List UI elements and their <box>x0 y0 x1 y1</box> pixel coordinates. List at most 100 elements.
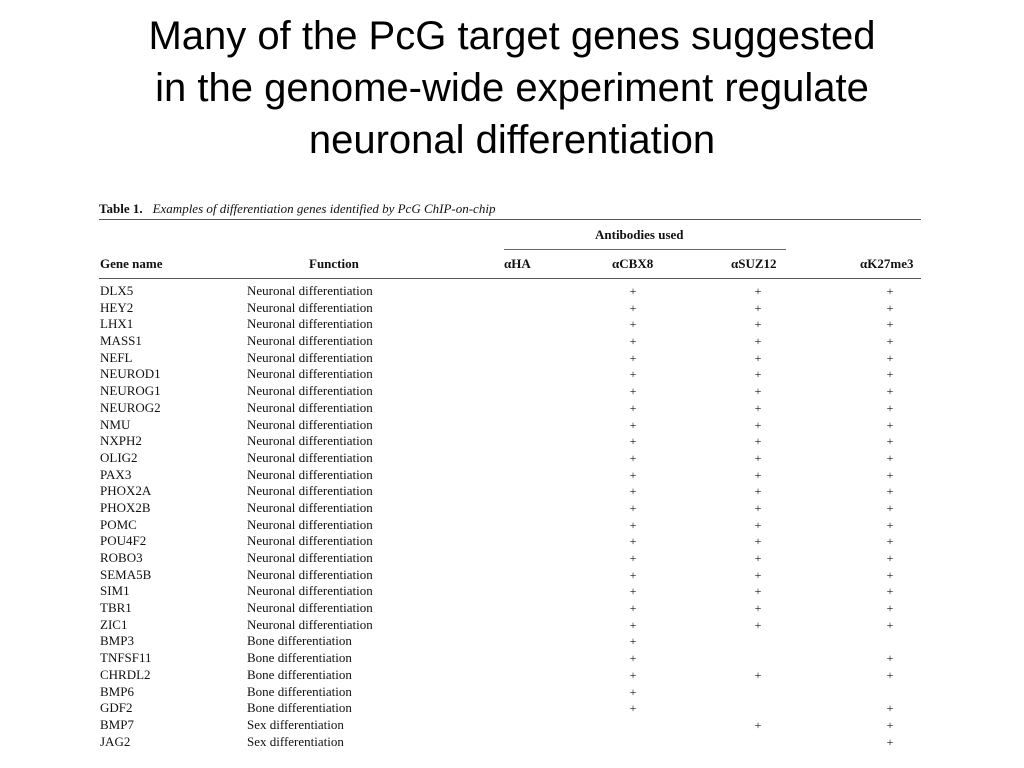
suz12-cell: + <box>754 350 762 365</box>
slide-title-line: in the genome-wide experiment regulate <box>155 66 869 110</box>
k27me3-cell: + <box>886 551 894 565</box>
gene-name-cell: BMP6 <box>100 683 134 699</box>
column-header-k27me3: αK27me3 <box>860 256 914 271</box>
k27me3-cell: + <box>886 450 894 465</box>
k27me3-cell: + <box>886 350 894 365</box>
table-row: POMC Neuronal differentiation + + + <box>99 517 921 534</box>
cbx8-cell: + <box>629 617 637 632</box>
gene-name-cell: SIM1 <box>100 583 130 599</box>
column-header-cbx8: αCBX8 <box>612 256 654 271</box>
k27me3-cell: + <box>886 601 894 616</box>
antibodies-group-header: Antibodies used <box>595 227 684 242</box>
suz12-cell: + <box>754 567 762 582</box>
suz12-cell: + <box>754 317 762 332</box>
column-header-suz12: αSUZ12 <box>731 256 777 271</box>
function-cell: Neuronal differentiation <box>247 466 373 482</box>
gene-name-cell: ZIC1 <box>100 616 128 632</box>
function-cell: Neuronal differentiation <box>247 416 373 432</box>
gene-name-cell: NMU <box>100 416 131 432</box>
function-cell: Neuronal differentiation <box>247 449 373 465</box>
suz12-cell: + <box>754 450 762 465</box>
gene-name-cell: ROBO3 <box>100 550 143 565</box>
function-cell: Bone differentiation <box>247 666 352 682</box>
table-row: ZIC1 Neuronal differentiation + + + <box>99 617 921 634</box>
table-row: CHRDL2 Bone differentiation + + + <box>99 667 921 684</box>
k27me3-cell: + <box>886 651 894 666</box>
gene-name-cell: NEUROD1 <box>100 366 161 382</box>
table-row: NXPH2 Neuronal differentiation + + + <box>99 433 921 450</box>
gene-name-cell: PHOX2B <box>100 499 151 515</box>
column-header-function: Function <box>309 256 359 271</box>
function-cell: Bone differentiation <box>247 700 352 716</box>
function-cell: Neuronal differentiation <box>247 349 373 365</box>
table-row: MASS1 Neuronal differentiation + + + <box>99 333 921 350</box>
gene-name-cell: OLIG2 <box>100 449 138 465</box>
table-row: BMP6 Bone differentiation + <box>99 684 921 701</box>
suz12-cell: + <box>754 284 762 298</box>
suz12-cell: + <box>754 534 762 549</box>
function-cell: Neuronal differentiation <box>247 533 373 549</box>
column-header-ha: αHA <box>504 256 531 271</box>
table-row: BMP3 Bone differentiation + <box>99 633 921 650</box>
column-header-gene: Gene name <box>100 256 163 271</box>
k27me3-cell: + <box>886 484 894 499</box>
k27me3-cell: + <box>886 567 894 582</box>
table-label: Table 1. <box>99 201 143 216</box>
suz12-cell: + <box>754 484 762 499</box>
cbx8-cell: + <box>629 284 637 298</box>
cbx8-cell: + <box>629 701 637 716</box>
suz12-cell: + <box>754 300 762 315</box>
antibodies-group-rule <box>504 249 786 250</box>
cbx8-cell: + <box>629 517 637 532</box>
k27me3-cell: + <box>886 517 894 532</box>
gene-name-cell: GDF2 <box>100 700 133 716</box>
table-row: NEUROG1 Neuronal differentiation + + + <box>99 383 921 400</box>
function-cell: Neuronal differentiation <box>247 516 373 532</box>
suz12-cell: + <box>754 617 762 632</box>
gene-name-cell: NEUROG1 <box>100 383 161 399</box>
function-cell: Neuronal differentiation <box>247 333 373 349</box>
suz12-cell: + <box>754 334 762 349</box>
cbx8-cell: + <box>629 634 637 649</box>
gene-name-cell: NEFL <box>100 349 133 365</box>
cbx8-cell: + <box>629 450 637 465</box>
k27me3-cell: + <box>886 300 894 315</box>
k27me3-cell: + <box>886 717 894 732</box>
table-header-rule <box>99 278 921 279</box>
cbx8-cell: + <box>629 367 637 382</box>
table-row: JAG2 Sex differentiation + <box>99 734 921 751</box>
cbx8-cell: + <box>629 400 637 415</box>
table-row: TBR1 Neuronal differentiation + + + <box>99 600 921 617</box>
k27me3-cell: + <box>886 467 894 482</box>
table-top-rule <box>99 219 921 220</box>
suz12-cell: + <box>754 400 762 415</box>
cbx8-cell: + <box>629 350 637 365</box>
k27me3-cell: + <box>886 534 894 549</box>
k27me3-cell: + <box>886 584 894 599</box>
table-row: GDF2 Bone differentiation + + <box>99 700 921 717</box>
k27me3-cell: + <box>886 334 894 349</box>
gene-name-cell: POMC <box>100 516 137 532</box>
table-row: OLIG2 Neuronal differentiation + + + <box>99 450 921 467</box>
suz12-cell: + <box>754 417 762 432</box>
table-body: DLX5 Neuronal differentiation + + + HEY2 Neuro… <box>99 283 921 750</box>
table-row: SEMA5B Neuronal differentiation + + + <box>99 567 921 584</box>
gene-name-cell: NXPH2 <box>100 433 142 449</box>
cbx8-cell: + <box>629 567 637 582</box>
gene-name-cell: BMP7 <box>100 716 134 732</box>
table-row: POU4F2 Neuronal differentiation + + + <box>99 533 921 550</box>
suz12-cell: + <box>754 717 762 732</box>
function-cell: Neuronal differentiation <box>247 499 373 515</box>
function-cell: Neuronal differentiation <box>247 299 373 315</box>
cbx8-cell: + <box>629 651 637 666</box>
table-row: NEUROD1 Neuronal differentiation + + + <box>99 366 921 383</box>
gene-name-cell: MASS1 <box>100 333 142 349</box>
cbx8-cell: + <box>629 534 637 549</box>
k27me3-cell: + <box>886 667 894 682</box>
gene-name-cell: DLX5 <box>100 283 134 298</box>
table-row: NEUROG2 Neuronal differentiation + + + <box>99 400 921 417</box>
suz12-cell: + <box>754 517 762 532</box>
function-cell: Sex differentiation <box>247 733 344 749</box>
table-caption-text: Examples of differentiation genes identi… <box>152 201 496 216</box>
function-cell: Bone differentiation <box>247 650 352 666</box>
